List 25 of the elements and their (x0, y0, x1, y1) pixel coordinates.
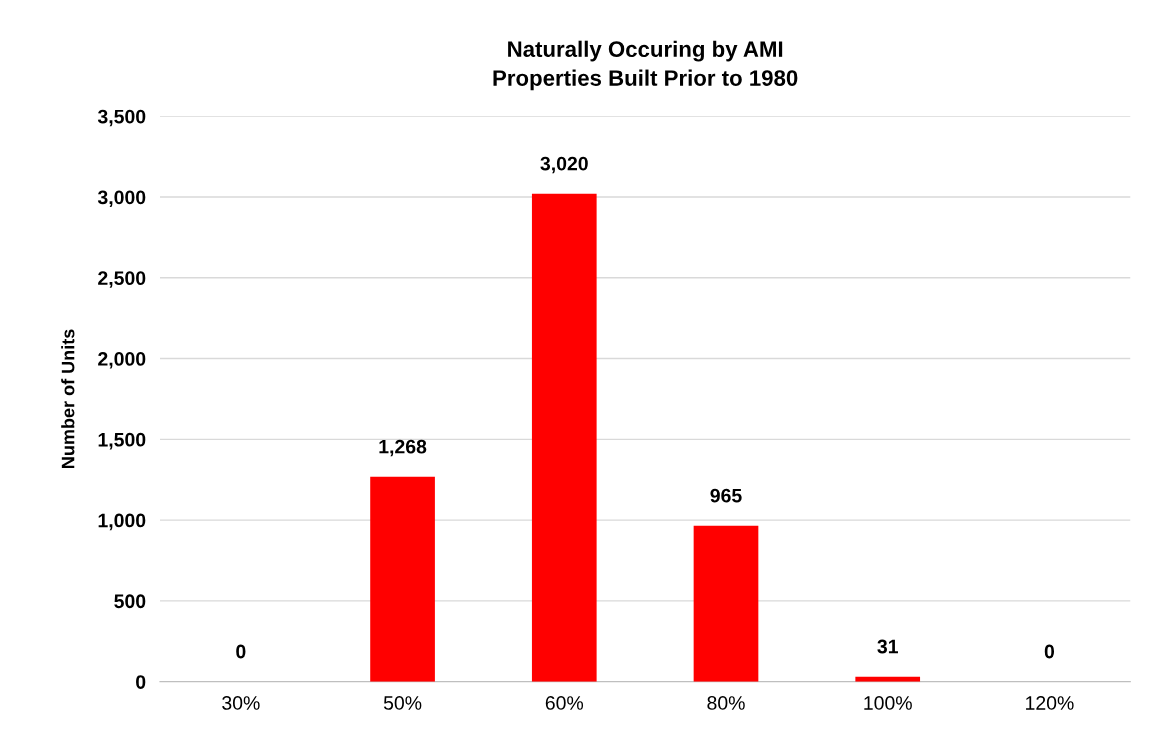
data-label: 31 (877, 639, 898, 654)
x-tick-label: 60% (545, 696, 584, 710)
bar (531, 193, 597, 682)
data-label: 965 (710, 488, 742, 503)
x-tick-label: 50% (383, 696, 422, 710)
y-tick-label: 2,000 (98, 352, 146, 369)
y-tick-label: 0 (136, 675, 146, 689)
y-axis-title: Number of Units (61, 329, 75, 468)
x-tick-label: 30% (222, 696, 260, 710)
x-tick-label: 120% (1026, 696, 1074, 710)
bar (693, 525, 759, 682)
y-tick-label: 500 (114, 594, 146, 609)
chart-title: Naturally Occuring by AMI Properties Built Prior to 1980 (493, 40, 798, 91)
data-label: 0 (1044, 644, 1055, 659)
y-tick-label: 2,500 (98, 271, 146, 288)
y-tick-label: 1,000 (98, 513, 146, 531)
x-tick-label: 100% (864, 696, 912, 710)
data-label: 0 (236, 644, 246, 659)
data-label: 3,020 (540, 156, 588, 174)
data-label: 1,268 (379, 439, 427, 457)
bar (370, 476, 435, 682)
y-tick-label: 3,000 (97, 190, 146, 208)
y-tick-label: 1,500 (98, 432, 146, 450)
y-tick-label: 3,500 (97, 109, 146, 127)
x-tick-label: 80% (707, 696, 745, 710)
